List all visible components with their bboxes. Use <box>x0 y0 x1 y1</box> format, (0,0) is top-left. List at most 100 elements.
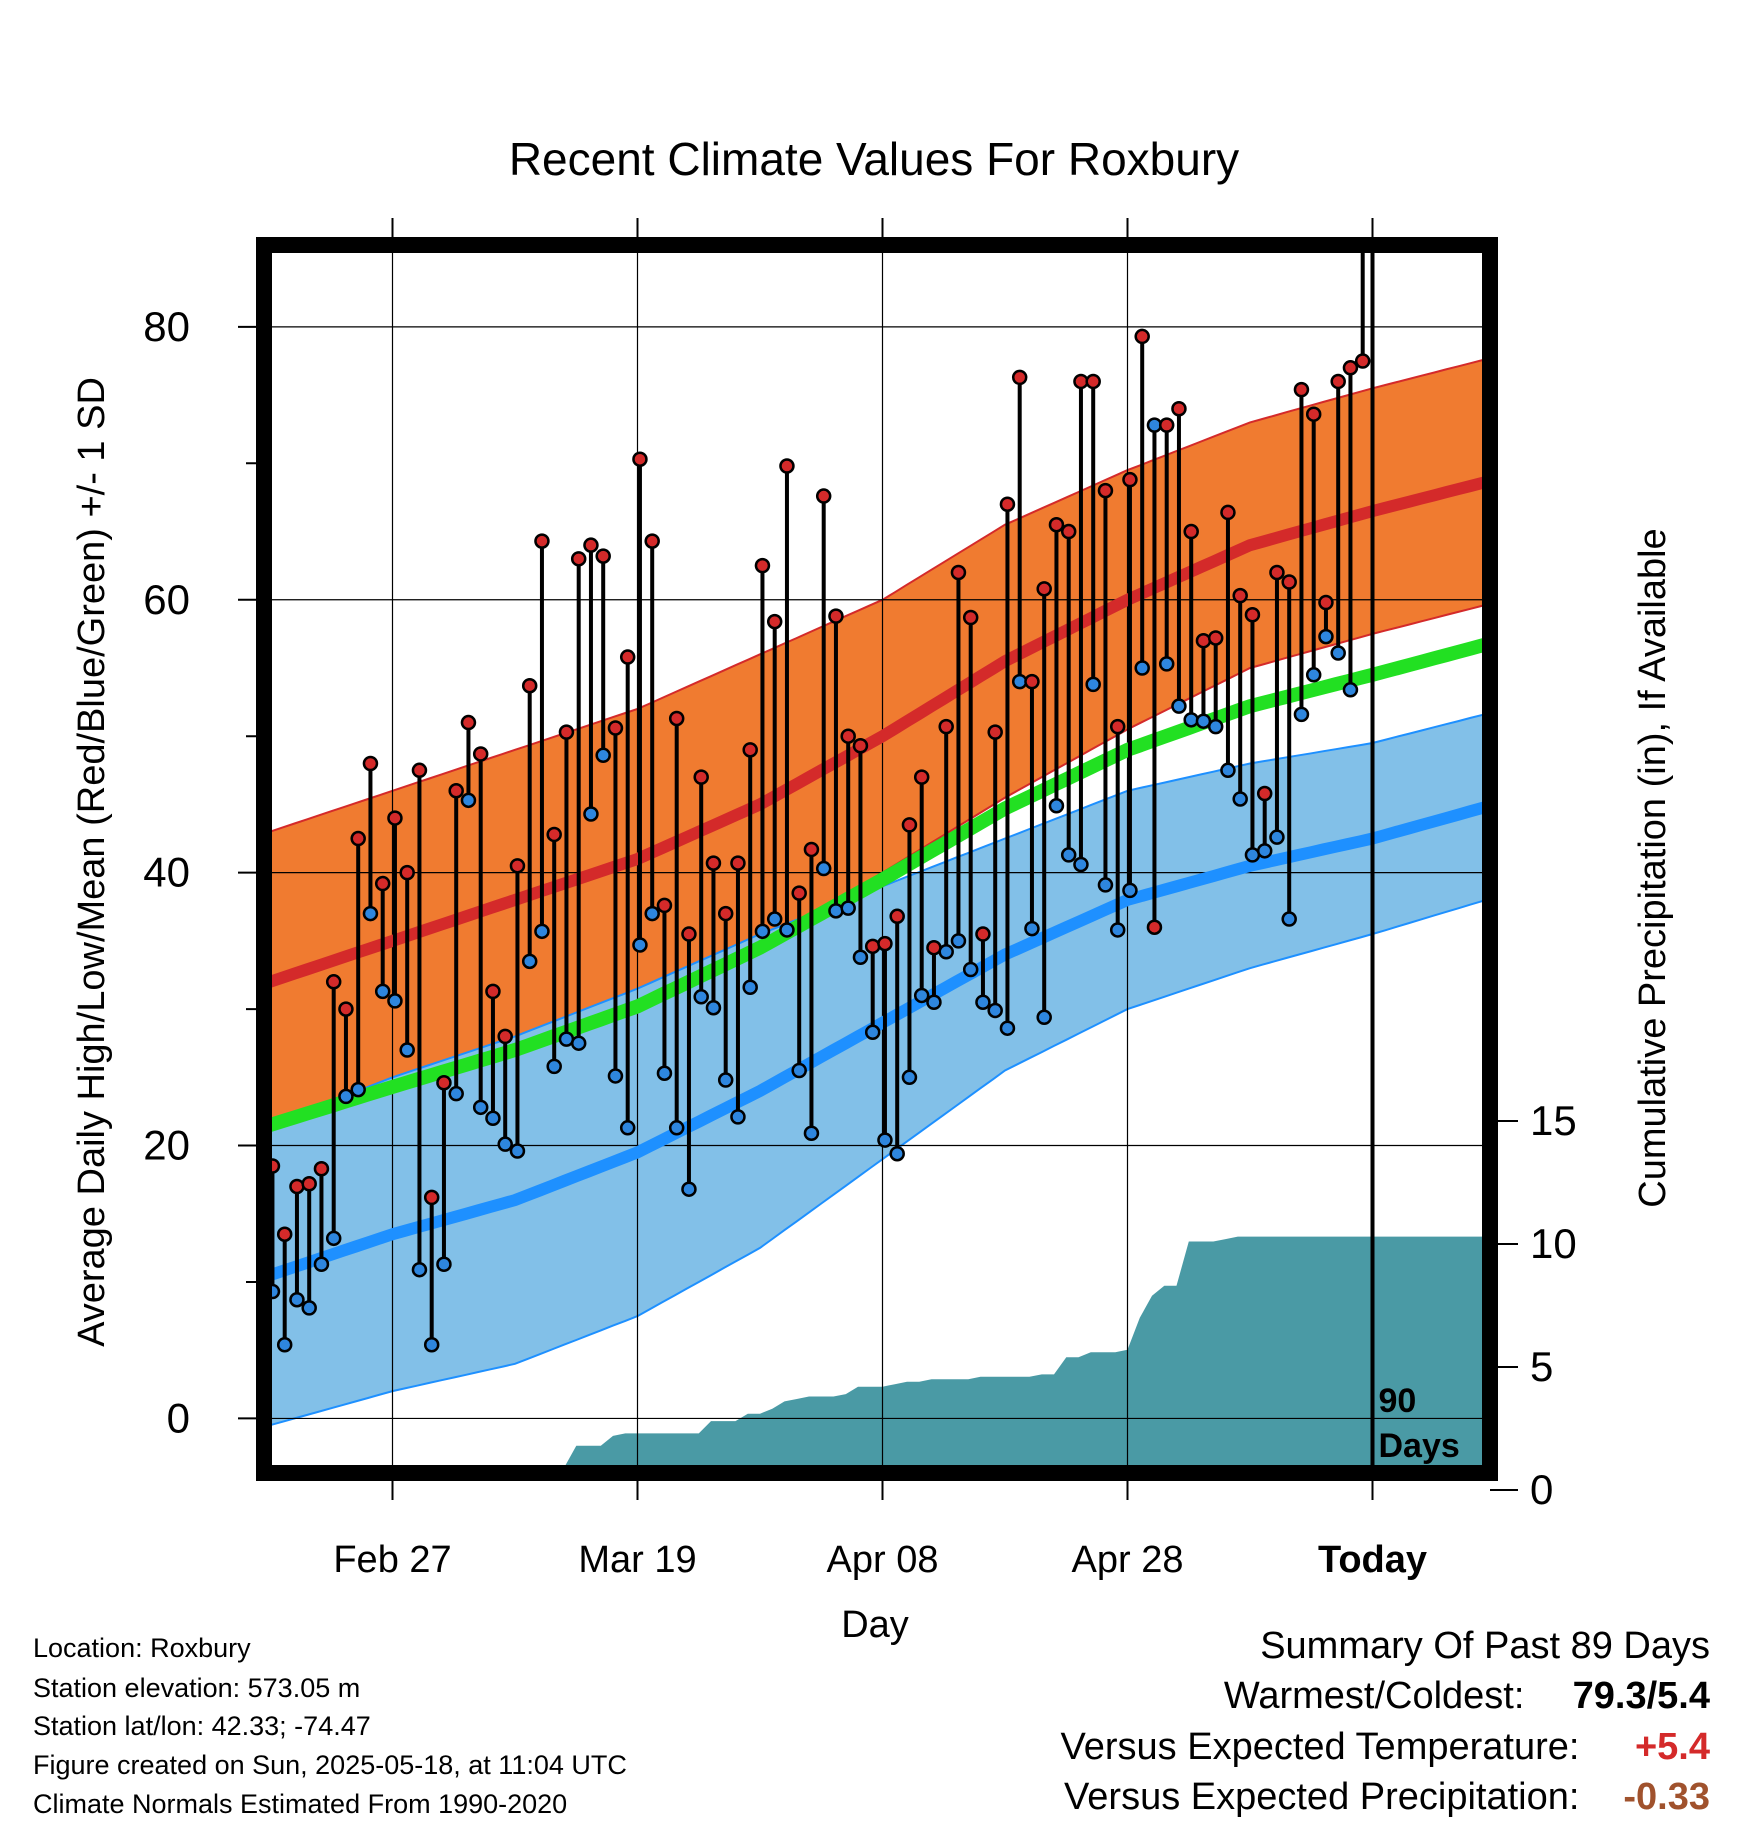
low-point <box>374 983 391 1000</box>
high-point <box>1256 785 1273 802</box>
low-point <box>1195 713 1212 729</box>
low-point <box>644 905 660 922</box>
low-point <box>1330 645 1346 661</box>
high-point <box>387 810 403 826</box>
low-point <box>766 911 783 927</box>
x-tick-label-mar-19: Mar 19 <box>578 1539 696 1581</box>
high-point <box>350 830 366 847</box>
summary-title: Summary Of Past 89 Days <box>1260 1625 1710 1667</box>
low-point <box>448 1085 464 1102</box>
low-point <box>1036 1009 1052 1026</box>
high-point <box>754 557 771 574</box>
low-point <box>1097 877 1114 893</box>
low-point <box>1305 667 1322 683</box>
high-point <box>1183 523 1199 540</box>
low-point <box>1220 762 1236 779</box>
high-point <box>497 1028 513 1045</box>
low-point <box>975 994 991 1011</box>
high-point <box>325 974 342 990</box>
high-point <box>583 537 599 553</box>
y-tick-label-20: 20 <box>143 1122 190 1169</box>
high-point <box>840 728 856 744</box>
high-point <box>1195 632 1212 649</box>
high-point <box>1305 406 1322 422</box>
high-point <box>1158 417 1175 433</box>
low-point <box>1109 922 1126 938</box>
low-point <box>803 1125 820 1142</box>
low-point <box>313 1256 330 1272</box>
x-tick-label-apr-28: Apr 28 <box>1072 1539 1184 1581</box>
precip-area <box>392 1236 1490 1473</box>
high-point <box>644 533 660 549</box>
summary-temp: Versus Expected Temperature: +5.4 <box>1061 1728 1710 1766</box>
low-point <box>1073 856 1089 873</box>
low-point <box>595 747 611 764</box>
high-point <box>1207 630 1224 646</box>
x-axis-label: Day <box>841 1604 909 1646</box>
low-point <box>877 1132 893 1148</box>
high-point <box>632 451 648 467</box>
low-point <box>1356 0 1369 7</box>
high-point <box>1060 523 1077 540</box>
low-point <box>1060 847 1077 863</box>
high-point <box>423 1189 440 1206</box>
low-point <box>289 1291 305 1308</box>
temp-label: Versus Expected Temperature: <box>1060 1726 1580 1768</box>
low-point <box>1256 843 1273 859</box>
high-point <box>313 1160 330 1177</box>
precip-label: Versus Expected Precipitation: <box>1064 1776 1580 1818</box>
high-point <box>889 908 905 925</box>
warm-cold-value: 79.3/5.4 <box>1572 1675 1710 1717</box>
low-point <box>1232 791 1248 807</box>
low-point <box>999 1020 1016 1036</box>
low-point <box>1342 682 1359 698</box>
high-point <box>791 885 807 901</box>
low-point <box>1134 660 1150 676</box>
high-point <box>399 864 415 881</box>
high-point <box>1146 919 1163 935</box>
low-point <box>962 961 979 978</box>
y-tick-label-40: 40 <box>143 849 190 896</box>
high-point <box>1354 353 1371 369</box>
low-point <box>399 1042 415 1058</box>
high-point <box>509 858 526 874</box>
low-point <box>791 1062 807 1079</box>
elevation-text: Station elevation: 573.05 m <box>33 1673 361 1703</box>
location-text: Location: Roxbury <box>33 1633 251 1663</box>
high-point <box>1085 373 1101 390</box>
low-point <box>436 1256 452 1272</box>
x-tick-label-apr-08: Apr 08 <box>827 1539 939 1581</box>
high-point <box>803 841 820 858</box>
high-point <box>852 738 869 754</box>
high-point <box>779 458 795 474</box>
low-point <box>828 903 844 919</box>
high-point <box>1293 381 1310 398</box>
high-point <box>742 742 758 758</box>
low-point <box>325 1230 342 1247</box>
low-point <box>362 905 379 922</box>
plot-content: 90 Days <box>264 0 1490 1473</box>
low-point <box>619 1120 636 1136</box>
high-point <box>693 769 709 785</box>
high-point <box>828 608 844 624</box>
high-point <box>1269 564 1285 581</box>
high-point <box>338 1001 354 1017</box>
low-point <box>1293 706 1310 723</box>
low-point <box>338 1088 354 1105</box>
high-point <box>362 755 379 772</box>
low-point <box>1183 712 1199 728</box>
high-point <box>619 649 636 665</box>
high-point <box>546 826 562 843</box>
y2-tick-label-10: 10 <box>1530 1220 1577 1267</box>
low-point <box>1085 676 1101 693</box>
y-axis-label: Average Daily High/Low/Mean (Red/Blue/Gr… <box>71 377 113 1347</box>
y2-tick-label-15: 15 <box>1530 1097 1577 1144</box>
low-point <box>1171 698 1187 714</box>
today-days-word: Days <box>1379 1427 1460 1465</box>
high-point <box>705 855 722 871</box>
high-point <box>1036 581 1052 597</box>
low-point <box>485 1110 501 1126</box>
low-point <box>1318 628 1334 645</box>
high-point <box>1109 718 1126 735</box>
high-point <box>1171 400 1187 417</box>
